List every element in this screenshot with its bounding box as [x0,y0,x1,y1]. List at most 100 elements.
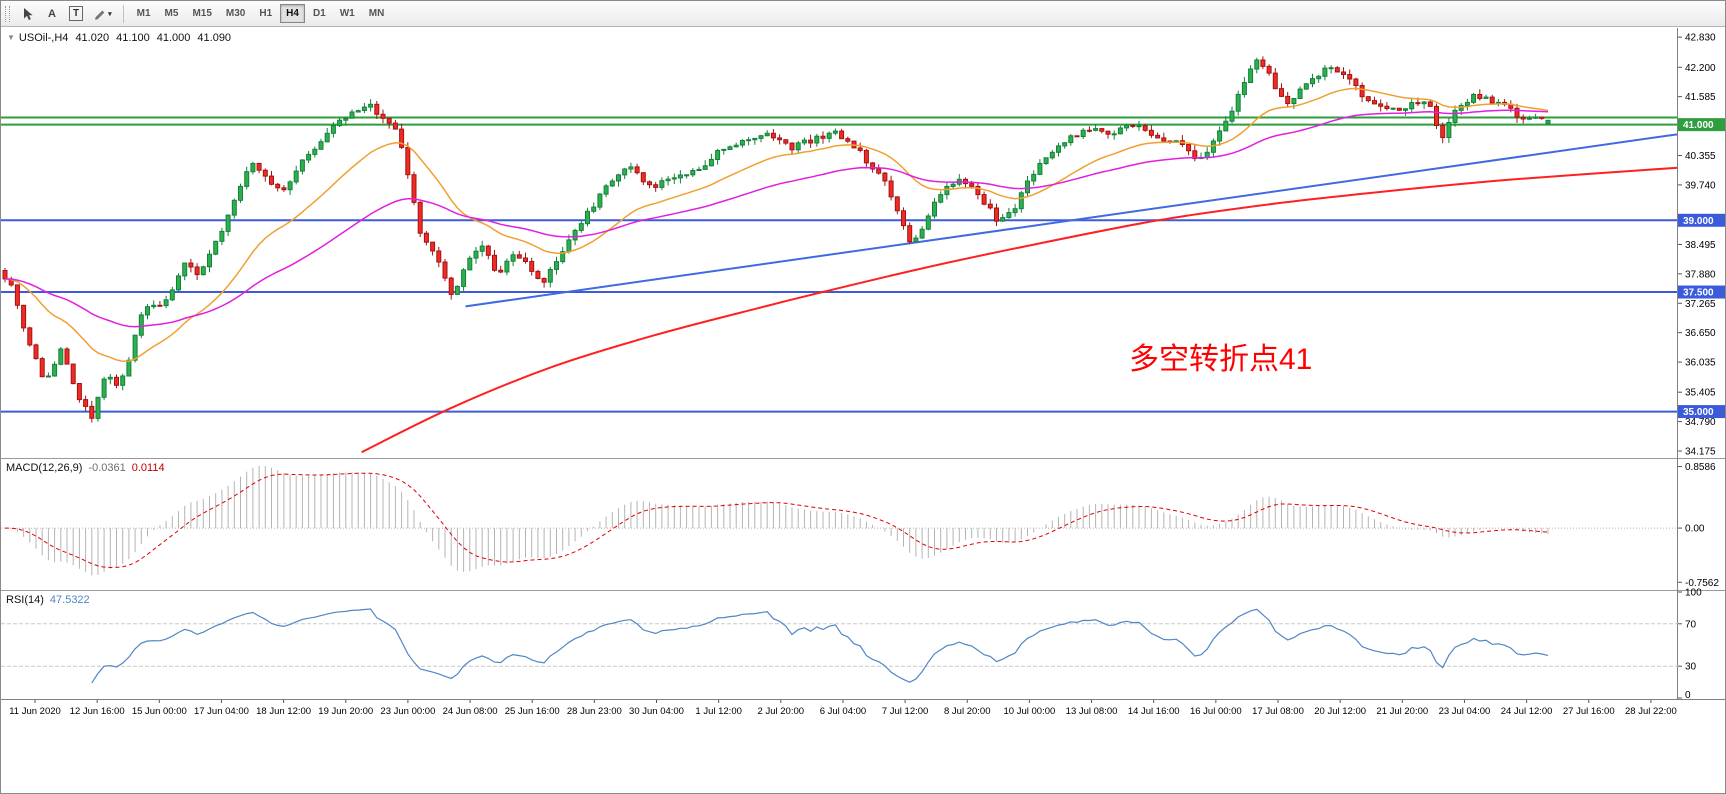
svg-text:1 Jul 12:00: 1 Jul 12:00 [695,706,741,717]
svg-text:23 Jul 04:00: 23 Jul 04:00 [1439,706,1491,717]
cursor-tool-button[interactable] [17,4,39,24]
rsi-header: RSI(14) 47.5322 [6,594,90,606]
macd-value: -0.0361 [88,462,126,474]
text-box-icon: T [69,6,84,21]
svg-text:36.035: 36.035 [1685,358,1716,369]
timeframe-label: MN [368,8,385,19]
svg-text:-0.7562: -0.7562 [1685,578,1719,589]
timeframe-label: W1 [339,8,355,19]
chart-annotation-text[interactable]: 多空转折点41 [1129,343,1313,376]
cursor-icon [24,7,33,20]
svg-text:37.880: 37.880 [1685,269,1716,280]
timeframe-button-m15[interactable]: M15 [186,4,217,23]
rsi-label: RSI(14) [6,594,44,606]
svg-text:21 Jul 20:00: 21 Jul 20:00 [1376,706,1428,717]
svg-text:30 Jun 04:00: 30 Jun 04:00 [629,706,684,717]
toolbar-grip[interactable] [5,5,10,22]
open-value: 41.020 [75,32,110,44]
svg-text:24 Jun 08:00: 24 Jun 08:00 [443,706,498,717]
macd-scale[interactable]: 0.8586 0.00 -0.7562 [1678,462,1719,589]
svg-text:37.265: 37.265 [1685,299,1716,310]
svg-text:38.495: 38.495 [1685,240,1716,251]
svg-text:35.000: 35.000 [1683,407,1714,418]
svg-text:0.00: 0.00 [1685,524,1705,535]
svg-text:37.500: 37.500 [1683,288,1714,299]
chevron-down-icon: ▾ [108,10,112,18]
svg-text:16 Jul 00:00: 16 Jul 00:00 [1190,706,1242,717]
chart-toolbar: A T ▾ M1 M5 M15 M30 H1 H4 D1 W1 MN [1,1,1725,27]
timeframe-button-h4[interactable]: H4 [280,4,305,23]
svg-text:12 Jun 16:00: 12 Jun 16:00 [70,706,125,717]
timeframe-label: D1 [312,8,326,19]
macd-histogram [10,465,1549,576]
svg-text:15 Jun 00:00: 15 Jun 00:00 [132,706,187,717]
svg-text:25 Jun 16:00: 25 Jun 16:00 [505,706,560,717]
svg-text:18 Jun 12:00: 18 Jun 12:00 [256,706,311,717]
svg-text:27 Jul 16:00: 27 Jul 16:00 [1563,706,1615,717]
timeframe-button-h1[interactable]: H1 [253,4,278,23]
timeframe-label: M1 [136,8,151,19]
text-label-tool-button[interactable]: A [41,4,63,24]
svg-text:7 Jul 12:00: 7 Jul 12:00 [882,706,928,717]
svg-text:17 Jul 08:00: 17 Jul 08:00 [1252,706,1304,717]
close-value: 41.090 [197,32,232,44]
text-tool-button[interactable]: T [65,4,87,24]
macd-signal-value: 0.0114 [131,462,165,474]
slow-ma-line [361,166,1679,454]
svg-text:11 Jun 2020: 11 Jun 2020 [9,706,61,717]
low-value: 41.000 [156,32,191,44]
svg-text:34.175: 34.175 [1685,447,1716,458]
panel-frames [1,28,1725,700]
trendline-object[interactable] [465,133,1679,308]
time-axis[interactable]: 11 Jun 2020 12 Jun 16:00 15 Jun 00:00 17 Ju… [9,700,1677,717]
svg-text:2 Jul 20:00: 2 Jul 20:00 [758,706,804,717]
svg-text:41.000: 41.000 [1683,120,1714,131]
svg-text:24 Jul 12:00: 24 Jul 12:00 [1501,706,1553,717]
timeframe-label: H1 [259,8,273,19]
svg-text:6 Jul 04:00: 6 Jul 04:00 [820,706,866,717]
candle-bodies [2,59,1551,419]
symbol-period-label: USOil-,H4 [18,32,69,44]
high-value: 41.100 [116,32,150,44]
svg-text:100: 100 [1685,588,1702,599]
rsi-scale[interactable]: 100 70 30 0 [1678,588,1702,702]
collapse-indicator-icon[interactable]: ▼ [7,33,15,42]
macd-header: MACD(12,26,9) -0.0361 0.0114 [6,462,165,474]
rsi-value: 47.5322 [49,594,90,606]
svg-text:42.830: 42.830 [1685,33,1716,44]
svg-text:39.000: 39.000 [1683,216,1714,227]
timeframe-label: M15 [192,8,212,19]
mid-ma-line [4,109,1549,328]
chart-area-bg[interactable] [1,28,1726,794]
timeframe-button-d1[interactable]: D1 [307,4,332,23]
timeframe-label: M30 [225,8,246,19]
timeframe-button-mn[interactable]: MN [363,4,391,23]
chart-background[interactable] [1,28,1726,794]
svg-text:0.8586: 0.8586 [1685,462,1716,473]
svg-text:42.200: 42.200 [1685,63,1716,74]
svg-text:17 Jun 04:00: 17 Jun 04:00 [194,706,249,717]
timeframe-button-m5[interactable]: M5 [159,4,185,23]
timeframe-button-m30[interactable]: M30 [220,4,251,23]
svg-text:30: 30 [1685,662,1697,673]
rsi-panel [1,623,1678,667]
timeframe-button-w1[interactable]: W1 [334,4,361,23]
svg-text:40.355: 40.355 [1685,151,1716,162]
timeframe-button-m1[interactable]: M1 [131,4,157,23]
svg-text:28 Jul 22:00: 28 Jul 22:00 [1625,706,1677,717]
svg-text:70: 70 [1685,619,1697,630]
svg-text:0: 0 [1685,690,1691,701]
drawing-tools-button[interactable]: ▾ [89,4,116,24]
svg-text:20 Jul 12:00: 20 Jul 12:00 [1314,706,1366,717]
svg-text:41.585: 41.585 [1685,92,1716,103]
horizontal-level-lines [1,116,1678,413]
svg-text:13 Jul 08:00: 13 Jul 08:00 [1066,706,1118,717]
fast-ma-line [4,87,1549,363]
price-scale[interactable]: 42.830 42.200 41.585 40.355 39.740 38.495 37.8… [1678,33,1726,458]
chart-info-header: ▼ USOil-,H4 41.020 41.100 41.000 41.090 [7,32,231,44]
svg-text:14 Jul 16:00: 14 Jul 16:00 [1128,706,1180,717]
timeframe-label: M5 [164,8,179,19]
macd-label: MACD(12,26,9) [6,462,83,474]
